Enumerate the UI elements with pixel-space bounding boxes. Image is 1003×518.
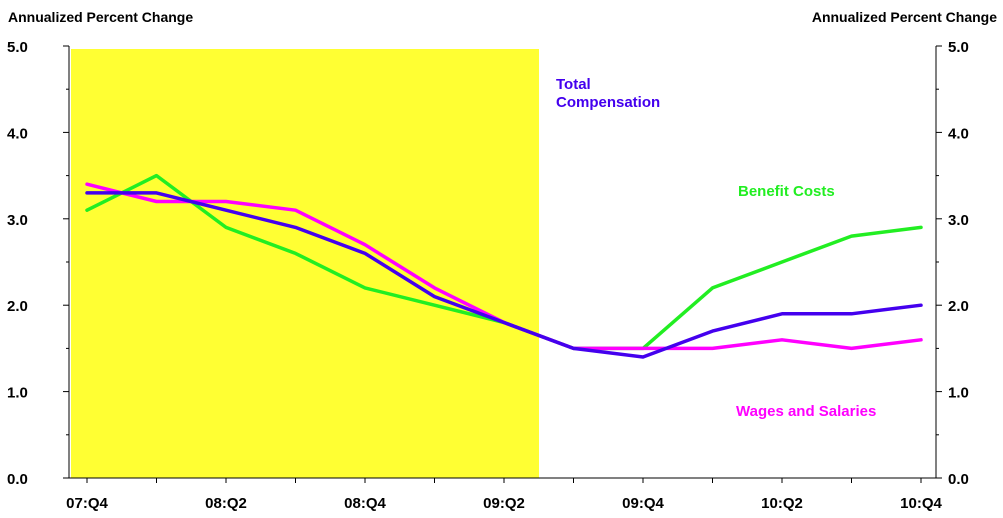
- y-tick-label-left: 3.0: [7, 212, 28, 229]
- x-tick-label: 09:Q4: [622, 495, 664, 512]
- y-tick-label-right: 5.0: [948, 39, 969, 56]
- series-line-total-compensation: [85, 191, 923, 359]
- y-tick-label-left: 4.0: [7, 125, 28, 142]
- x-tick-label: 08:Q2: [205, 495, 247, 512]
- x-tick-label: 09:Q2: [483, 495, 525, 512]
- x-tick-label: 10:Q4: [900, 495, 942, 512]
- y-tick-label-left: 5.0: [7, 39, 28, 56]
- series-label-benefit-costs: Benefit Costs: [738, 183, 835, 200]
- series-label-wages-and-salaries: Wages and Salaries: [736, 403, 876, 420]
- x-tick-label: 07:Q4: [66, 495, 108, 512]
- x-tick-label: 08:Q4: [344, 495, 386, 512]
- series-label-total-compensation: Total Compensation: [556, 76, 660, 111]
- y-tick-label-right: 4.0: [948, 125, 969, 142]
- y-tick-label-right: 1.0: [948, 385, 969, 402]
- y-tick-label-right: 0.0: [948, 471, 969, 488]
- y-tick-label-right: 3.0: [948, 212, 969, 229]
- y-axis-title-left: Annualized Percent Change: [8, 9, 194, 25]
- y-tick-label-left: 2.0: [7, 298, 28, 315]
- y-tick-label-right: 2.0: [948, 298, 969, 315]
- y-tick-label-left: 0.0: [7, 471, 28, 488]
- x-tick-label: 10:Q2: [761, 495, 803, 512]
- shaded-region: [71, 49, 539, 478]
- y-axis-title-right: Annualized Percent Change: [811, 9, 997, 25]
- y-tick-label-left: 1.0: [7, 385, 28, 402]
